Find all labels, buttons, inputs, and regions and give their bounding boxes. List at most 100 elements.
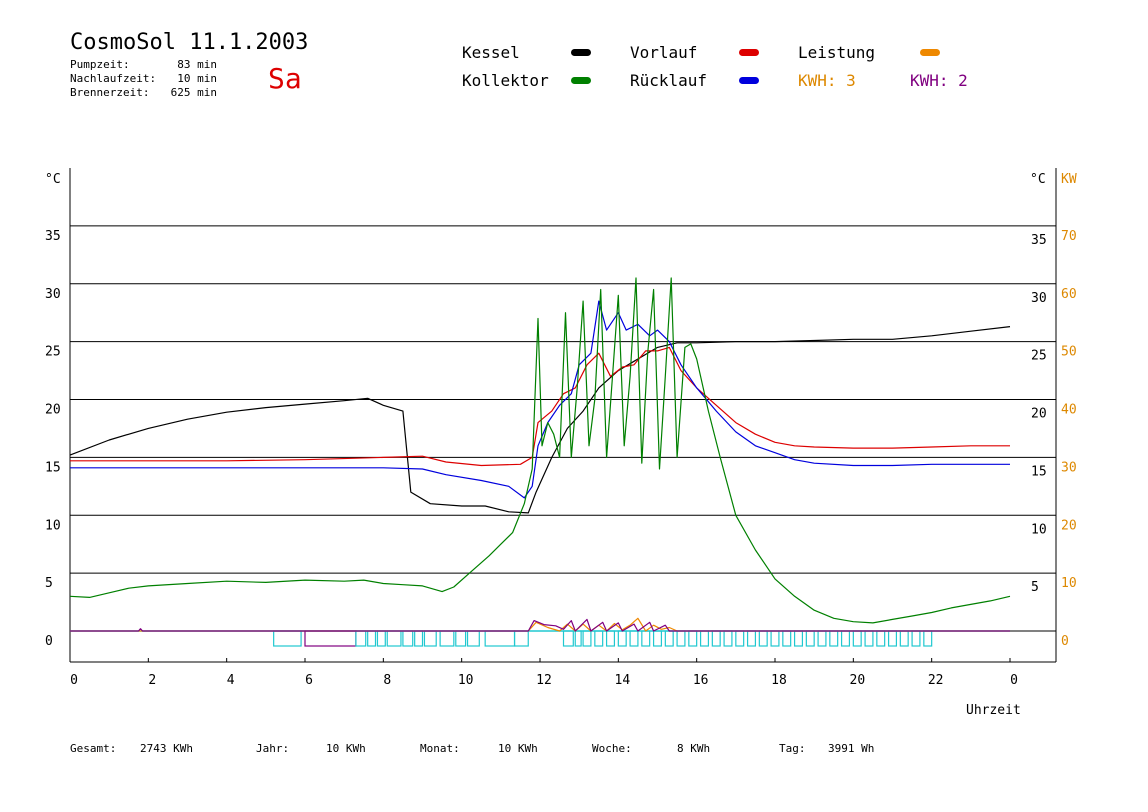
y-tick-right-temp: 20 [1031,407,1047,422]
y-unit-left: °C [45,172,61,187]
x-tick-label: 6 [305,673,313,688]
footer-jahr-value: 10 KWh [326,742,366,755]
x-tick-label: 2 [148,673,156,688]
x-tick-label: 22 [928,673,944,688]
pump-segment [386,630,402,647]
y-tick-right-temp: 15 [1031,464,1047,479]
y-tick-right-power: 70 [1061,229,1077,244]
legend-leistung-label: Leistung [798,43,876,62]
series-line-r-cklauf [70,300,1010,499]
pump-segment [817,630,827,647]
x-tick-label: 8 [383,673,391,688]
pump-segment [840,630,851,647]
x-tick-label: 14 [615,673,631,688]
series-line-kwh-2 [70,618,1010,632]
pump-segment [484,630,516,647]
pump-segment [805,630,815,647]
x-tick-label: 0 [70,673,78,688]
x-tick-label: 10 [458,673,474,688]
y-tick-left: 35 [45,229,61,244]
series-line-leistung [70,617,1010,632]
y-tick-right-power: 0 [1061,634,1069,649]
legend-kollektor-label: Kollektor [462,71,549,90]
legend-kwh2-label: KWH: 2 [910,71,968,90]
pump-segment [562,630,574,647]
y-tick-right-power: 40 [1061,403,1077,418]
x-tick-label: 0 [1010,673,1018,688]
legend-leistung-swatch [920,49,940,56]
legend-ruecklauf-label: Rücklauf [630,71,708,90]
chart-title: CosmoSol 11.1.2003 [70,30,309,55]
x-axis-label: Uhrzeit [966,703,1021,718]
x-tick-label: 20 [850,673,866,688]
pump-segment [735,630,745,647]
pump-segment [664,630,674,647]
x-tick-label: 16 [693,673,709,688]
pump-segment [414,630,424,647]
stat-nachlaufzeit-label: Nachlaufzeit: [70,72,157,85]
pump-segment [676,630,686,647]
pump-segment [711,630,721,647]
series-line-vorlauf [70,346,1010,467]
series-line-kessel [69,326,1011,514]
pump-segment [652,630,663,647]
footer-monat-value: 10 KWh [498,742,538,755]
pump-segment [617,630,627,647]
footer-tag-label: Tag: [779,742,806,755]
stat-pumpzeit-value: 83 min [177,58,217,71]
legend-kessel-swatch [571,49,591,56]
footer-gesamt-label: Gesamt: [70,742,117,755]
pump-segment [887,630,898,647]
y-tick-left: 15 [45,460,61,475]
stat-pumpzeit-label: Pumpzeit: [70,58,130,71]
pump-segment [455,630,467,647]
y-unit-right-temp: °C [1030,172,1046,187]
footer-jahr-label: Jahr: [256,742,290,755]
pump-segment [574,630,582,647]
y-tick-right-temp: 25 [1031,349,1047,364]
footer-gesamt-value: 2743 KWh [140,742,193,755]
y-tick-right-temp: 30 [1031,291,1047,306]
legend-kessel-label: Kessel [462,43,520,62]
y-tick-right-power: 50 [1061,345,1077,360]
pump-segment [355,630,367,647]
pump-segment [746,630,757,647]
pump-segment [367,630,377,647]
legend-kollektor-swatch [571,77,591,84]
x-tick-label: 12 [536,673,552,688]
y-tick-left: 20 [45,403,61,418]
legend-ruecklauf-swatch [739,77,759,84]
pump-segment [923,630,933,647]
pump-segment [758,630,768,647]
pump-segment [273,630,302,647]
pump-segment [376,630,386,647]
stat-brennerzeit-label: Brennerzeit: [70,86,150,99]
legend-vorlauf-swatch [739,49,759,56]
x-tick-label: 4 [227,673,235,688]
y-tick-left: 30 [45,287,61,302]
pump-segment [402,630,414,647]
pump-segment [423,630,437,647]
y-tick-right-power: 20 [1061,518,1077,533]
pump-segment [304,630,357,647]
x-tick-label: 18 [771,673,787,688]
pump-segment [439,630,455,647]
y-tick-right-power: 30 [1061,460,1077,475]
pump-segment [513,630,529,647]
y-unit-right-power: KW [1061,172,1077,187]
footer-woche-value: 8 KWh [677,742,711,755]
y-tick-left: 25 [45,345,61,360]
pump-segment [594,630,604,647]
weekday-label: Sa [268,62,302,95]
y-tick-right-temp: 35 [1031,233,1047,248]
pump-segment [723,630,733,647]
y-tick-left: 5 [45,576,53,591]
footer-woche-label: Woche: [592,742,632,755]
stat-nachlaufzeit-value: 10 min [177,72,217,85]
footer-tag-value: 3991 Wh [828,742,875,755]
pump-segment [829,630,839,647]
pump-segment [782,630,792,647]
pump-segment [899,630,909,647]
pump-segment [852,630,862,647]
